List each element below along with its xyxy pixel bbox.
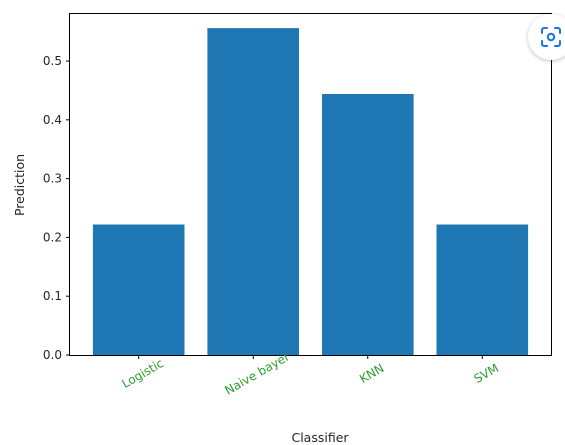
image-search-lens-button[interactable] xyxy=(528,14,565,60)
image-search-lens-icon xyxy=(541,27,561,47)
y-tick-label: 0.4 xyxy=(43,113,62,127)
x-tick-label: SVM xyxy=(471,361,501,386)
y-tick-label: 0.5 xyxy=(43,54,62,68)
bar-logistic xyxy=(92,224,185,355)
bar-knn xyxy=(322,94,414,355)
x-tick-label: Logistic xyxy=(119,356,166,391)
y-ticks-layer: 0.0 0.1 0.2 0.3 0.4 0.5 xyxy=(43,54,70,362)
y-axis-label: Prediction xyxy=(12,154,27,216)
plot-frame xyxy=(69,13,552,356)
x-tick-label: Naive bayer xyxy=(222,349,292,397)
y-tick-label: 0.1 xyxy=(43,289,62,303)
bars-layer xyxy=(92,28,529,355)
y-tick-label: 0.3 xyxy=(43,172,62,186)
axes-layer xyxy=(69,13,552,356)
x-ticks-layer: Logistic Naive bayer KNN SVM xyxy=(119,349,501,397)
bar-naive-bayer xyxy=(207,28,299,355)
bar-svm xyxy=(436,224,529,355)
y-tick-label: 0.0 xyxy=(43,348,62,362)
y-tick-label: 0.2 xyxy=(43,230,62,244)
x-tick-label: KNN xyxy=(357,361,386,386)
x-axis-label: Classifier xyxy=(291,430,349,445)
